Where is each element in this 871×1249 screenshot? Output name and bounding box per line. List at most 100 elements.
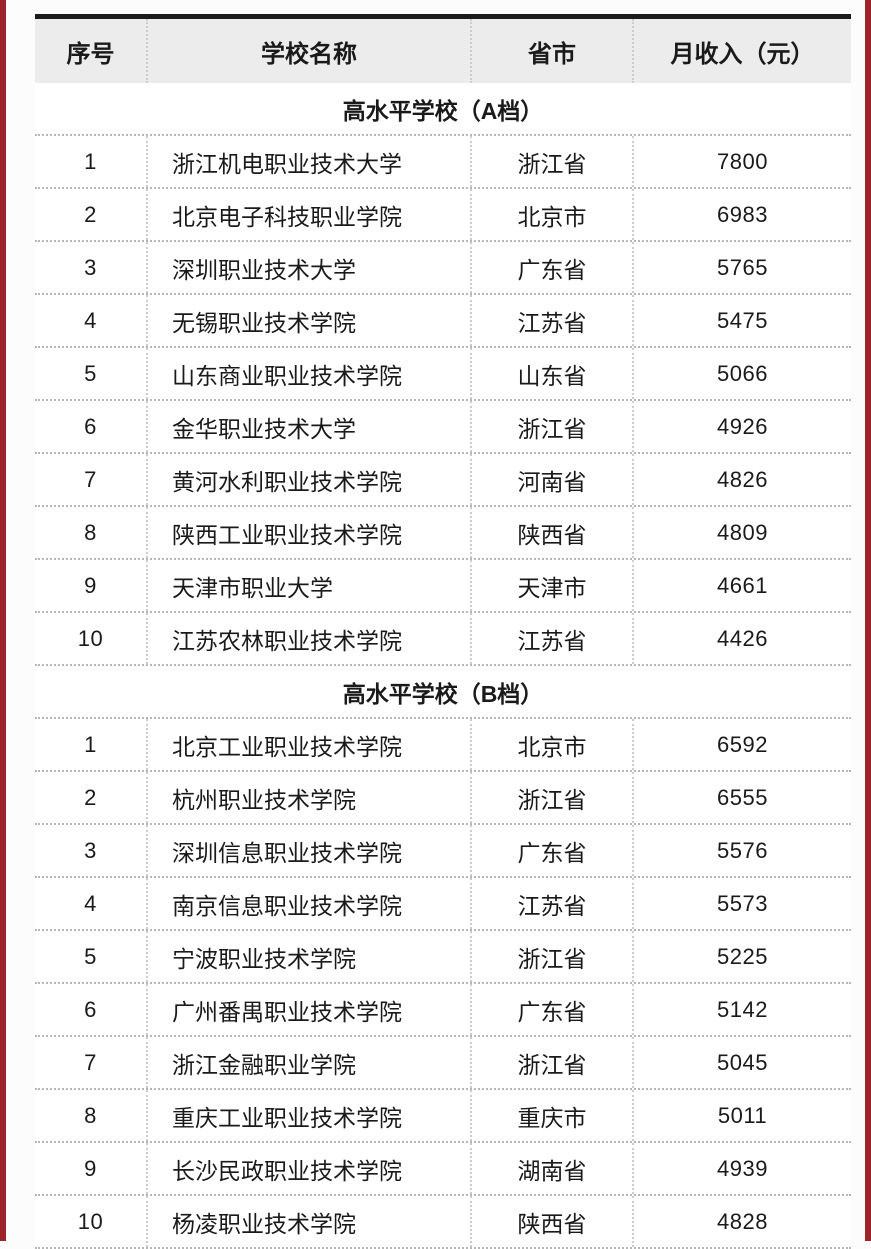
header-monthly-income: 月收入（元） [632, 19, 851, 83]
cell-school: 重庆工业职业技术学院 [146, 1090, 470, 1141]
table-row: 7 黄河水利职业技术学院 河南省 4826 [35, 454, 851, 507]
cell-school: 南京信息职业技术学院 [146, 878, 470, 929]
table-row: 7 浙江金融职业学院 浙江省 5045 [35, 1037, 851, 1090]
cell-income: 5576 [632, 825, 851, 876]
cell-income: 5045 [632, 1037, 851, 1088]
cell-province: 北京市 [470, 719, 632, 770]
cell-province: 陕西省 [470, 1196, 632, 1247]
cell-province: 陕西省 [470, 507, 632, 558]
cell-income: 5225 [632, 931, 851, 982]
cell-province: 重庆市 [470, 1090, 632, 1141]
cell-province: 浙江省 [470, 401, 632, 452]
cell-school: 深圳职业技术大学 [146, 242, 470, 293]
table-row: 5 山东商业职业技术学院 山东省 5066 [35, 348, 851, 401]
cell-no: 4 [84, 890, 97, 916]
cell-school: 陕西工业职业技术学院 [146, 507, 470, 558]
table-row: 9 长沙民政职业技术学院 湖南省 4939 [35, 1143, 851, 1196]
cell-no: 8 [84, 1102, 97, 1128]
cell-no: 9 [84, 1155, 97, 1181]
cell-no: 3 [84, 837, 97, 863]
cell-province: 山东省 [470, 348, 632, 399]
cell-province: 湖南省 [470, 1143, 632, 1194]
cell-no: 5 [84, 360, 97, 386]
cell-no: 7 [84, 1049, 97, 1075]
cell-school: 无锡职业技术学院 [146, 295, 470, 346]
cell-income: 5573 [632, 878, 851, 929]
right-accent-stripe [865, 0, 871, 1241]
cell-income: 4926 [632, 401, 851, 452]
table-row: 3 深圳信息职业技术学院 广东省 5576 [35, 825, 851, 878]
school-income-table: 序号 学校名称 省市 月收入（元） 高水平学校（A档） 1 浙江机电职业技术大学 浙江… [35, 14, 851, 1249]
cell-income: 4661 [632, 560, 851, 611]
cell-no: 9 [84, 572, 97, 598]
cell-income: 6555 [632, 772, 851, 823]
cell-school: 天津市职业大学 [146, 560, 470, 611]
cell-income: 5066 [632, 348, 851, 399]
table-top-border [35, 14, 851, 19]
cell-no: 1 [84, 731, 97, 757]
cell-income: 5765 [632, 242, 851, 293]
table-header-row: 序号 学校名称 省市 月收入（元） [35, 19, 851, 83]
cell-no: 6 [84, 996, 97, 1022]
cell-no: 10 [77, 1208, 104, 1234]
section-title: 高水平学校（A档） [35, 83, 851, 136]
cell-province: 河南省 [470, 454, 632, 505]
cell-income: 5475 [632, 295, 851, 346]
cell-province: 江苏省 [470, 878, 632, 929]
cell-province: 江苏省 [470, 613, 632, 664]
header-school-name: 学校名称 [146, 19, 470, 83]
cell-school: 深圳信息职业技术学院 [146, 825, 470, 876]
table-row: 1 浙江机电职业技术大学 浙江省 7800 [35, 136, 851, 189]
cell-income: 4826 [632, 454, 851, 505]
table-row: 8 重庆工业职业技术学院 重庆市 5011 [35, 1090, 851, 1143]
cell-income: 6983 [632, 189, 851, 240]
table-row: 9 天津市职业大学 天津市 4661 [35, 560, 851, 613]
table-row: 4 无锡职业技术学院 江苏省 5475 [35, 295, 851, 348]
cell-no: 2 [84, 201, 97, 227]
cell-province: 浙江省 [470, 136, 632, 187]
cell-province: 浙江省 [470, 1037, 632, 1088]
cell-province: 广东省 [470, 242, 632, 293]
header-serial-number: 序号 [66, 40, 115, 68]
cell-school: 宁波职业技术学院 [146, 931, 470, 982]
cell-province: 浙江省 [470, 772, 632, 823]
table-row: 1 北京工业职业技术学院 北京市 6592 [35, 719, 851, 772]
table-row: 3 深圳职业技术大学 广东省 5765 [35, 242, 851, 295]
table-row: 10 杨凌职业技术学院 陕西省 4828 [35, 1196, 851, 1249]
cell-school: 长沙民政职业技术学院 [146, 1143, 470, 1194]
cell-income: 4828 [632, 1196, 851, 1247]
cell-school: 江苏农林职业技术学院 [146, 613, 470, 664]
cell-no: 1 [84, 148, 97, 174]
table-row: 4 南京信息职业技术学院 江苏省 5573 [35, 878, 851, 931]
table-body: 高水平学校（A档） 1 浙江机电职业技术大学 浙江省 7800 2 北京电子科技职业学院 北京… [35, 83, 851, 1249]
cell-province: 江苏省 [470, 295, 632, 346]
cell-school: 杨凌职业技术学院 [146, 1196, 470, 1247]
cell-income: 4809 [632, 507, 851, 558]
table-row: 6 广州番禺职业技术学院 广东省 5142 [35, 984, 851, 1037]
cell-income: 5142 [632, 984, 851, 1035]
cell-school: 山东商业职业技术学院 [146, 348, 470, 399]
cell-no: 6 [84, 413, 97, 439]
cell-school: 杭州职业技术学院 [146, 772, 470, 823]
table-row: 5 宁波职业技术学院 浙江省 5225 [35, 931, 851, 984]
cell-school: 金华职业技术大学 [146, 401, 470, 452]
cell-income: 4939 [632, 1143, 851, 1194]
table-row: 6 金华职业技术大学 浙江省 4926 [35, 401, 851, 454]
cell-income: 7800 [632, 136, 851, 187]
cell-income: 6592 [632, 719, 851, 770]
cell-province: 广东省 [470, 984, 632, 1035]
table-row: 2 杭州职业技术学院 浙江省 6555 [35, 772, 851, 825]
table-row: 10 江苏农林职业技术学院 江苏省 4426 [35, 613, 851, 666]
cell-province: 天津市 [470, 560, 632, 611]
cell-school: 广州番禺职业技术学院 [146, 984, 470, 1035]
cell-school: 北京电子科技职业学院 [146, 189, 470, 240]
cell-school: 浙江机电职业技术大学 [146, 136, 470, 187]
cell-no: 8 [84, 519, 97, 545]
section-title: 高水平学校（B档） [35, 666, 851, 719]
cell-no: 3 [84, 254, 97, 280]
cell-no: 2 [84, 784, 97, 810]
cell-school: 浙江金融职业学院 [146, 1037, 470, 1088]
cell-no: 7 [84, 466, 97, 492]
cell-no: 4 [84, 307, 97, 333]
cell-province: 北京市 [470, 189, 632, 240]
